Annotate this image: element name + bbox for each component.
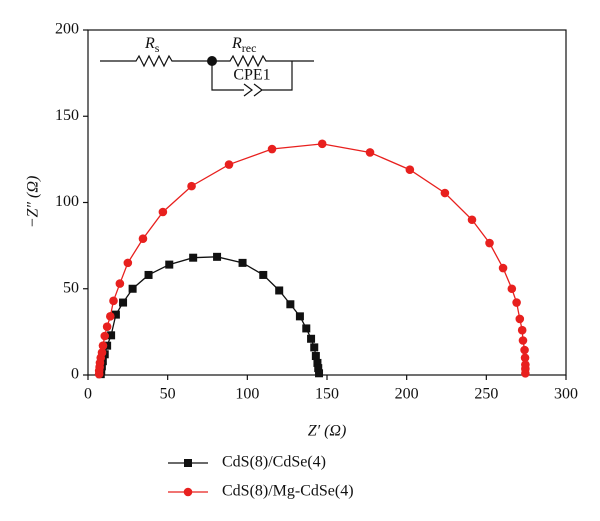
data-point — [123, 258, 133, 268]
x-tick-label: 300 — [554, 386, 578, 403]
data-point — [275, 286, 284, 295]
data-point — [520, 353, 530, 363]
data-point — [315, 369, 324, 378]
rrec-sub: rec — [242, 41, 257, 55]
x-axis-label: Z′ (Ω) — [308, 423, 347, 440]
data-point — [138, 234, 148, 244]
legend-marker — [183, 487, 193, 497]
data-point — [518, 336, 528, 345]
data-point — [507, 284, 517, 294]
plot-frame — [87, 29, 567, 376]
data-point — [498, 263, 508, 273]
data-point — [144, 270, 153, 279]
circuit-inset: Rs Rrec CPE1 — [100, 35, 314, 97]
data-point — [311, 352, 320, 361]
data-point — [317, 139, 327, 149]
cpe-label: CPE1 — [233, 67, 270, 84]
data-point — [512, 298, 521, 307]
data-point — [109, 296, 118, 306]
data-point — [128, 284, 137, 293]
data-point — [314, 364, 323, 373]
data-point — [259, 270, 268, 279]
data-point — [98, 341, 108, 350]
data-point — [106, 312, 115, 321]
data-point — [165, 260, 174, 269]
x-tick-label: 50 — [160, 386, 176, 403]
rs-base: R — [144, 35, 155, 52]
data-point — [405, 165, 415, 175]
y-tick-label: 50 — [63, 279, 79, 296]
data-point — [97, 348, 107, 357]
legend-label: CdS(8)/CdSe(4) — [222, 454, 326, 471]
data-point — [286, 300, 295, 309]
data-point — [107, 331, 116, 340]
data-point — [187, 181, 196, 191]
data-point — [467, 215, 477, 225]
legend-label: CdS(8)/Mg-CdSe(4) — [222, 483, 354, 500]
data-point — [115, 279, 125, 288]
y-tick-label: 200 — [55, 21, 79, 38]
data-point — [213, 252, 222, 261]
data-point — [189, 253, 198, 262]
y-tick-label: 0 — [71, 366, 79, 383]
x-tick-label: 0 — [84, 386, 92, 403]
data-point — [224, 160, 234, 169]
y-tick-label: 100 — [55, 193, 79, 210]
data-point — [295, 312, 304, 321]
data-point — [310, 343, 319, 352]
x-tick-label: 250 — [474, 386, 498, 403]
circuit-node — [207, 56, 217, 66]
data-point — [517, 325, 527, 335]
x-tick-label: 100 — [235, 386, 259, 403]
data-point — [119, 298, 128, 307]
y-axis-label: −Z″ (Ω) — [25, 176, 42, 229]
data-point — [307, 334, 316, 343]
data-point — [267, 144, 277, 154]
data-point — [520, 345, 529, 355]
data-point — [440, 188, 450, 198]
rs-sub: s — [155, 41, 160, 55]
rrec-label: Rrec — [231, 35, 256, 55]
legend-marker — [184, 459, 192, 467]
x-tick-label: 200 — [395, 386, 419, 403]
y-tick-label: 150 — [55, 107, 79, 124]
data-point — [302, 324, 311, 333]
data-point — [102, 322, 112, 332]
data-point — [100, 331, 110, 341]
rrec-base: R — [231, 35, 242, 52]
x-tick-label: 150 — [315, 386, 339, 403]
cpe-wire — [211, 61, 293, 97]
rs-label: Rs — [144, 35, 160, 55]
series-line — [100, 256, 320, 375]
data-point — [238, 258, 247, 267]
data-point — [521, 368, 530, 378]
data-point — [485, 238, 494, 248]
data-point — [158, 207, 168, 217]
data-point — [111, 310, 120, 319]
data-point — [365, 148, 375, 157]
circuit-wire — [100, 54, 314, 68]
data-point — [515, 314, 525, 324]
data-point — [313, 358, 322, 367]
